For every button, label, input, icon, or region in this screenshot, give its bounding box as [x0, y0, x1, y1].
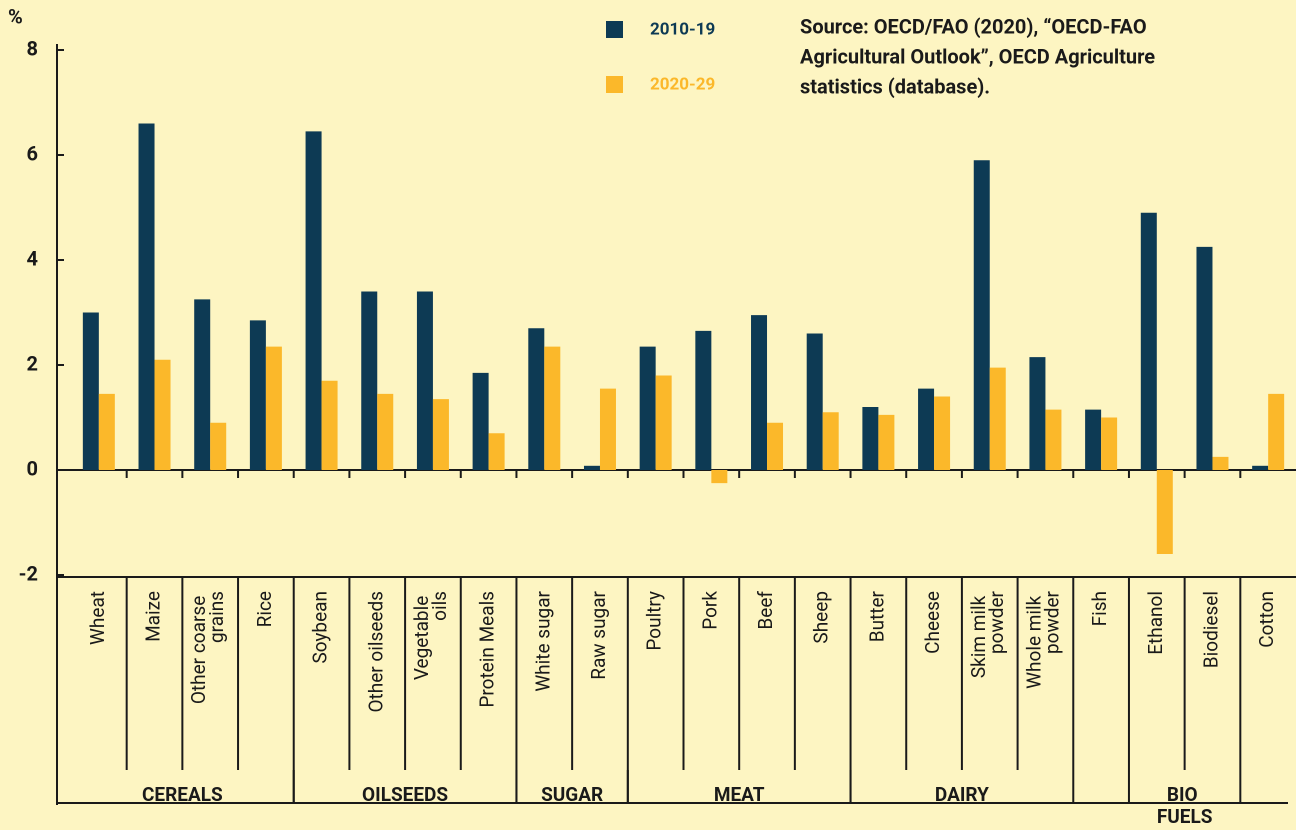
x-tick-label: Ethanol: [1144, 591, 1167, 655]
bar: [472, 372, 489, 470]
bar: [599, 388, 616, 470]
bar: [639, 346, 656, 470]
x-tick-label: Protein Meals: [476, 591, 499, 708]
x-tick-label: Cheese: [921, 591, 944, 654]
bar: [751, 315, 768, 470]
legend-label: 2010-19: [650, 19, 715, 39]
bar: [154, 359, 171, 470]
y-tick-label: -2: [19, 561, 38, 585]
legend-swatch: [606, 76, 623, 93]
bar: [767, 422, 784, 470]
bar: [1085, 409, 1102, 470]
bar: [98, 393, 115, 470]
bar: [1268, 393, 1285, 470]
bar: [377, 393, 394, 470]
bar: [528, 328, 545, 470]
group-label: BIO FUELS: [1157, 783, 1213, 828]
x-tick-label: Other oilseeds: [364, 591, 387, 713]
bar: [918, 388, 935, 470]
legend-swatch: [606, 21, 623, 38]
group-label: OILSEEDS: [362, 783, 448, 806]
bar: [695, 330, 712, 470]
bar: [1045, 409, 1062, 470]
bar: [973, 160, 990, 470]
y-tick-label: 8: [27, 36, 38, 60]
bar: [544, 346, 561, 470]
bar: [138, 123, 155, 470]
bar: [305, 131, 322, 470]
x-tick-label: Fish: [1088, 591, 1111, 626]
x-tick-label: Whole milk powder: [1022, 590, 1063, 688]
bar: [1101, 417, 1118, 470]
y-axis-label: %: [8, 4, 23, 28]
x-tick-label: Soybean: [309, 591, 332, 664]
bar: [361, 291, 378, 470]
bar: [1029, 357, 1046, 470]
y-tick-label: 0: [27, 456, 38, 480]
legend-label: 2020-29: [650, 74, 715, 94]
x-tick-label: Other coarse grains: [187, 591, 228, 704]
group-label: DAIRY: [935, 783, 989, 806]
x-tick-label: Beef: [754, 591, 777, 630]
x-tick-label: Skim milk powder: [967, 590, 1008, 678]
bar: [1252, 465, 1269, 470]
group-label: SUGAR: [541, 783, 603, 806]
bar: [265, 346, 282, 470]
bar: [878, 414, 895, 470]
bar: [249, 320, 266, 470]
x-tick-label: Pork: [698, 591, 721, 630]
x-tick-label: Vegetable oils: [410, 591, 451, 680]
bar: [806, 333, 823, 470]
bar: [1140, 212, 1157, 470]
bar: [989, 367, 1006, 470]
x-tick-label: Poultry: [643, 591, 666, 651]
bar: [934, 396, 951, 470]
group-label: CEREALS: [142, 783, 223, 806]
bar: [82, 312, 99, 470]
x-tick-label: Butter: [865, 590, 888, 642]
y-tick-label: 2: [27, 351, 38, 375]
x-tick-label: Rice: [253, 591, 276, 627]
source-note: statistics (database).: [800, 74, 990, 98]
source-note: Agricultural Outlook”, OECD Agriculture: [800, 44, 1155, 68]
x-tick-label: Biodiesel: [1199, 591, 1222, 668]
source-note: Source: OECD/FAO (2020), “OECD-FAO: [800, 14, 1147, 38]
bar: [321, 380, 338, 470]
bar: [583, 465, 600, 470]
y-tick-label: 6: [27, 141, 38, 165]
x-tick-label: Raw sugar: [587, 590, 610, 679]
bar: [488, 433, 505, 470]
bar: [416, 291, 433, 470]
bar: [1212, 456, 1229, 470]
bar: [432, 399, 449, 470]
bar: [862, 407, 879, 470]
bar: [210, 422, 227, 470]
bar: [1156, 470, 1173, 554]
bar: [711, 470, 728, 484]
x-tick-label: Maize: [142, 591, 165, 642]
bar: [1196, 246, 1213, 470]
x-tick-label: Sheep: [810, 591, 833, 644]
y-tick-label: 4: [27, 246, 38, 270]
bar: [822, 412, 839, 470]
bar: [194, 299, 211, 470]
x-tick-label: Wheat: [86, 591, 109, 645]
bar: [655, 375, 672, 470]
x-tick-label: White sugar: [531, 590, 554, 691]
x-tick-label: Cotton: [1255, 591, 1278, 648]
group-label: MEAT: [714, 783, 765, 806]
